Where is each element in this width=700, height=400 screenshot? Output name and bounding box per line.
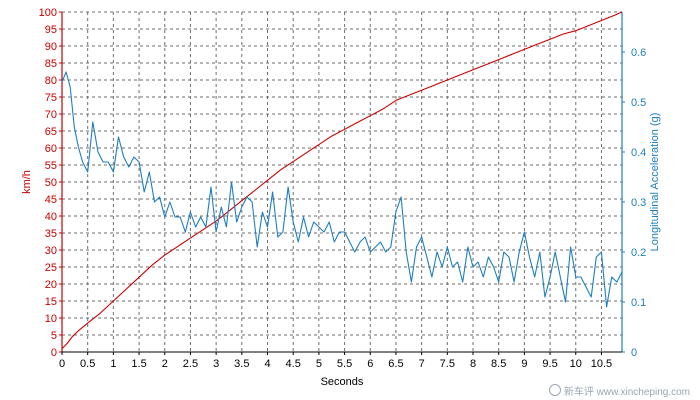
x-tick-label: 5.5 (337, 358, 352, 370)
x-tick-label: 0 (59, 358, 65, 370)
x-tick-label: 3.5 (234, 358, 249, 370)
watermark: 新车评 www.xincheping.com (548, 383, 690, 398)
x-tick-label: 8.5 (491, 358, 506, 370)
y-right-tick-label: 0.2 (631, 247, 646, 259)
y-left-tick-label: 5 (51, 330, 57, 342)
y-left-tick-label: 15 (45, 296, 57, 308)
y-left-tick-label: 100 (39, 7, 57, 19)
y-left-tick-label: 35 (45, 228, 57, 240)
y-left-tick-label: 60 (45, 143, 57, 155)
y-left-tick-label: 20 (45, 279, 57, 291)
x-tick-label: 4.5 (286, 358, 301, 370)
x-tick-label: 2 (162, 358, 168, 370)
x-tick-label: 6 (367, 358, 373, 370)
x-tick-label: 10 (570, 358, 582, 370)
y-right-tick-label: 0.1 (631, 297, 646, 309)
y-left-tick-label: 0 (51, 347, 57, 359)
x-tick-label: 3 (213, 358, 219, 370)
x-axis-title: Seconds (321, 376, 364, 388)
acceleration-series-line (61, 71, 623, 308)
x-tick-label: 1 (110, 358, 116, 370)
x-tick-label: 9 (521, 358, 527, 370)
y-left-tick-label: 25 (45, 262, 57, 274)
y-left-tick-label: 30 (45, 245, 57, 257)
x-tick-label: 4 (264, 358, 270, 370)
y-left-tick-label: 90 (45, 41, 57, 53)
x-tick-label: 9.5 (542, 358, 557, 370)
speed-series-line (61, 11, 623, 349)
y-left-tick-label: 70 (45, 109, 57, 121)
y-left-tick-label: 40 (45, 211, 57, 223)
y-right-tick-label: 0.4 (631, 147, 646, 159)
y-right-tick-label: 0.3 (631, 197, 646, 209)
x-tick-label: 2.5 (183, 358, 198, 370)
y-right-tick-label: 0.6 (631, 47, 646, 59)
x-tick-label: 5 (316, 358, 322, 370)
y-left-tick-label: 85 (45, 58, 57, 70)
y-left-tick-label: 95 (45, 24, 57, 36)
x-tick-label: 8 (470, 358, 476, 370)
y-left-tick-label: 10 (45, 313, 57, 325)
y-left-tick-label: 50 (45, 177, 57, 189)
y-left-axis-title: km/h (21, 170, 33, 194)
y-left-tick-label: 45 (45, 194, 57, 206)
watermark-logo-icon (548, 384, 561, 396)
x-tick-label: 7 (419, 358, 425, 370)
x-tick-label: 0.5 (80, 358, 95, 370)
y-left-tick-label: 75 (45, 92, 57, 104)
x-tick-label: 7.5 (440, 358, 455, 370)
plot-area (62, 12, 622, 352)
y-right-axis-title: Longitudinal Acceleration (g) (649, 113, 661, 252)
y-left-tick-label: 55 (45, 160, 57, 172)
x-tick-label: 10.5 (591, 358, 612, 370)
watermark-text: 新车评 www.xincheping.com (563, 387, 690, 398)
x-tick-label: 6.5 (388, 358, 403, 370)
y-left-tick-label: 80 (45, 75, 57, 87)
y-right-tick-label: 0.5 (631, 97, 646, 109)
y-left-tick-label: 65 (45, 126, 57, 138)
x-tick-label: 1.5 (131, 358, 146, 370)
y-right-tick-label: 0 (631, 347, 637, 359)
